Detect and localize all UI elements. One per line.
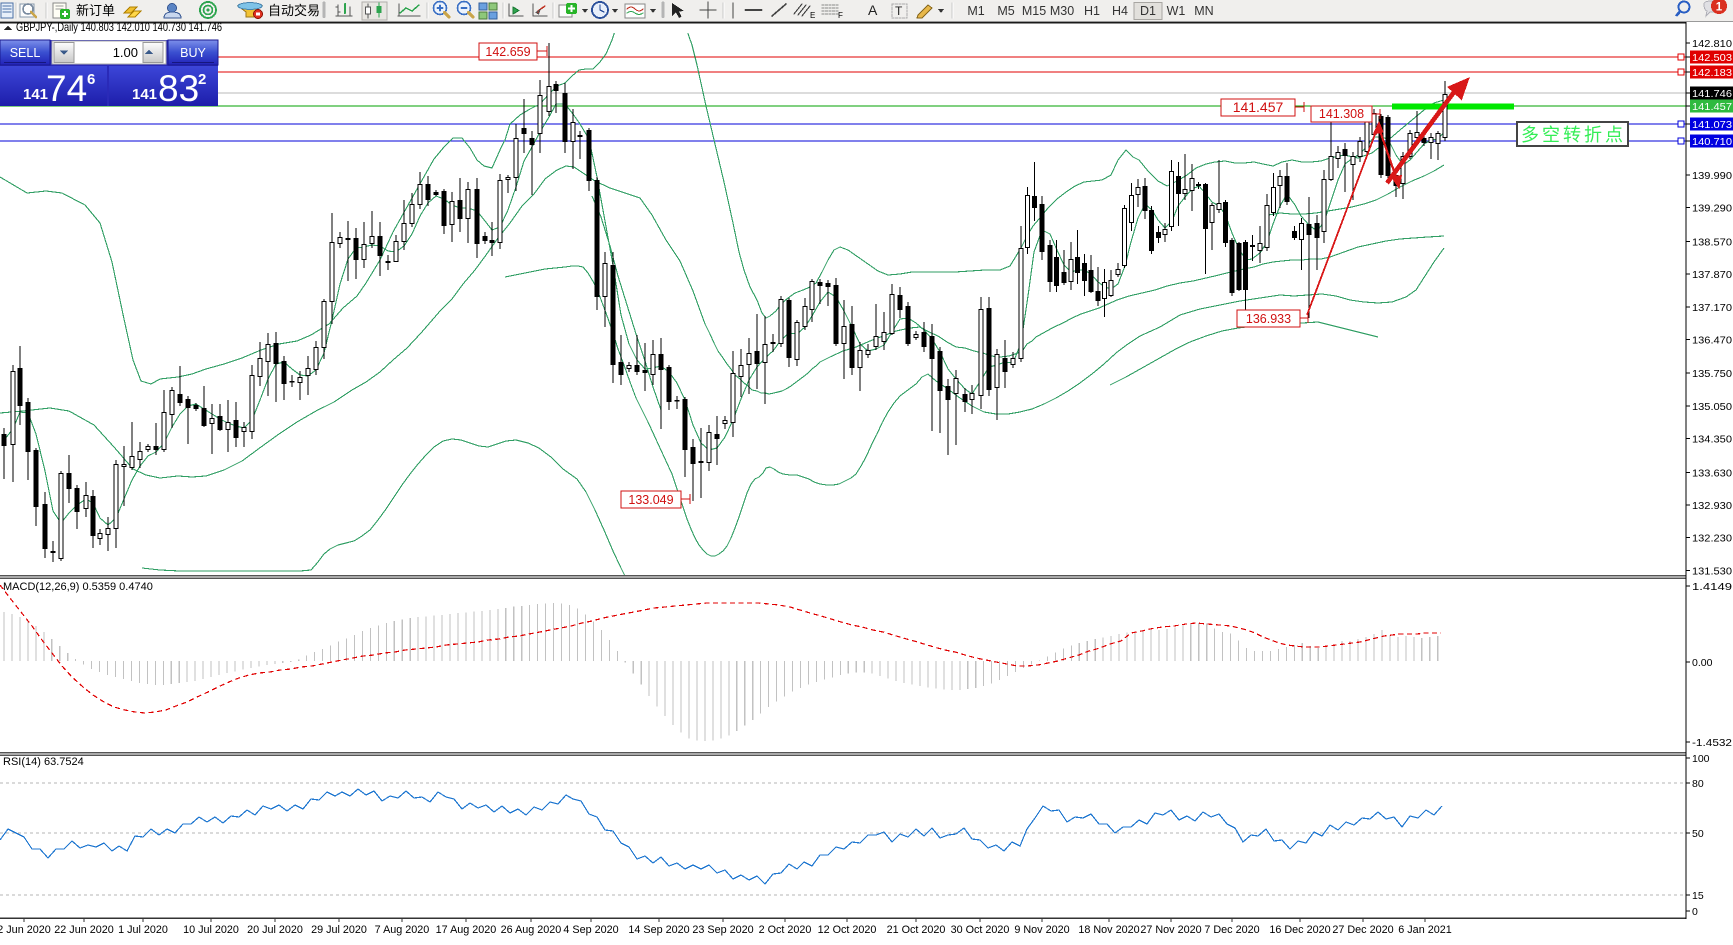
svg-text:0.00: 0.00: [1692, 657, 1713, 669]
svg-text:MACD(12,26,9) 0.5359 0.4740: MACD(12,26,9) 0.5359 0.4740: [3, 581, 153, 593]
svg-text:100: 100: [1692, 753, 1710, 765]
svg-text:142.810: 142.810: [1692, 38, 1732, 50]
svg-text:1: 1: [1716, 2, 1723, 14]
svg-text:29 Jul 2020: 29 Jul 2020: [311, 924, 367, 936]
svg-text:141.746: 141.746: [1692, 88, 1732, 100]
svg-text:14 Sep 2020: 14 Sep 2020: [628, 924, 689, 936]
svg-text:135.750: 135.750: [1692, 368, 1732, 380]
svg-text:141: 141: [132, 86, 157, 103]
svg-text:多空转折点: 多空转折点: [1521, 125, 1623, 145]
svg-text:D1: D1: [1140, 4, 1156, 18]
svg-text:15: 15: [1692, 890, 1704, 902]
svg-text:17 Aug 2020: 17 Aug 2020: [436, 924, 497, 936]
svg-text:2: 2: [198, 71, 206, 88]
svg-text:138.570: 138.570: [1692, 236, 1732, 248]
svg-text:137.870: 137.870: [1692, 269, 1732, 281]
svg-text:21 Oct 2020: 21 Oct 2020: [887, 924, 946, 936]
svg-text:142.503: 142.503: [1692, 52, 1732, 64]
svg-text:A: A: [868, 2, 878, 18]
svg-text:136.470: 136.470: [1692, 334, 1732, 346]
svg-text:9 Nov 2020: 9 Nov 2020: [1014, 924, 1069, 936]
svg-text:139.290: 139.290: [1692, 203, 1732, 215]
svg-text:10 Jul 2020: 10 Jul 2020: [183, 924, 239, 936]
svg-text:12 Oct 2020: 12 Oct 2020: [818, 924, 877, 936]
svg-text:2 Oct 2020: 2 Oct 2020: [759, 924, 812, 936]
svg-text:1.4149: 1.4149: [1692, 581, 1732, 593]
svg-text:136.933: 136.933: [1246, 312, 1291, 326]
svg-text:133.049: 133.049: [628, 493, 673, 507]
svg-text:2 Jun 2020: 2 Jun 2020: [0, 924, 51, 936]
svg-text:141.308: 141.308: [1319, 107, 1364, 121]
svg-text:H4: H4: [1112, 4, 1128, 18]
svg-text:30 Oct 2020: 30 Oct 2020: [951, 924, 1010, 936]
svg-text:W1: W1: [1167, 4, 1186, 18]
svg-text:142.183: 142.183: [1692, 67, 1732, 79]
svg-text:27 Dec 2020: 27 Dec 2020: [1332, 924, 1393, 936]
svg-text:141.457: 141.457: [1692, 101, 1732, 113]
svg-text:74: 74: [46, 68, 87, 109]
svg-text:22 Jun 2020: 22 Jun 2020: [54, 924, 113, 936]
svg-text:134.350: 134.350: [1692, 434, 1732, 446]
svg-text:BUY: BUY: [180, 46, 206, 60]
svg-text:E: E: [810, 11, 815, 20]
svg-text:GBPJPY-,Daily 140.803 142.010: GBPJPY-,Daily 140.803 142.010 140.730 14…: [16, 20, 222, 34]
svg-text:141.073: 141.073: [1692, 119, 1732, 131]
svg-text:141: 141: [23, 86, 48, 103]
svg-text:1.00: 1.00: [113, 45, 138, 60]
svg-text:新订单: 新订单: [76, 3, 115, 18]
svg-text:H1: H1: [1084, 4, 1100, 18]
svg-text:26 Aug 2020: 26 Aug 2020: [501, 924, 562, 936]
svg-text:M30: M30: [1050, 4, 1074, 18]
svg-text:1 Jul 2020: 1 Jul 2020: [118, 924, 168, 936]
svg-text:自动交易: 自动交易: [268, 3, 320, 18]
svg-text:16 Dec 2020: 16 Dec 2020: [1269, 924, 1330, 936]
svg-text:83: 83: [158, 68, 199, 109]
svg-text:6: 6: [87, 71, 95, 88]
svg-text:4 Sep 2020: 4 Sep 2020: [563, 924, 618, 936]
svg-text:133.630: 133.630: [1692, 467, 1732, 479]
svg-text:M1: M1: [967, 4, 984, 18]
svg-text:20 Jul 2020: 20 Jul 2020: [247, 924, 303, 936]
svg-text:27 Nov 2020: 27 Nov 2020: [1140, 924, 1201, 936]
svg-text:139.990: 139.990: [1692, 170, 1732, 182]
svg-text:T: T: [895, 4, 903, 18]
svg-text:SELL: SELL: [10, 46, 41, 60]
svg-text:132.930: 132.930: [1692, 500, 1732, 512]
svg-text:142.659: 142.659: [485, 45, 530, 59]
svg-text:F: F: [838, 11, 843, 20]
svg-text:M15: M15: [1022, 4, 1046, 18]
svg-text:MN: MN: [1194, 4, 1213, 18]
svg-text:140.710: 140.710: [1692, 136, 1732, 148]
svg-text:141.457: 141.457: [1233, 99, 1284, 115]
svg-text:80: 80: [1692, 778, 1704, 790]
svg-text:131.530: 131.530: [1692, 565, 1732, 577]
svg-text:23 Sep 2020: 23 Sep 2020: [692, 924, 753, 936]
svg-text:135.050: 135.050: [1692, 401, 1732, 413]
svg-text:-1.4532: -1.4532: [1692, 737, 1732, 749]
svg-text:137.170: 137.170: [1692, 302, 1732, 314]
svg-text:132.230: 132.230: [1692, 533, 1732, 545]
svg-text:50: 50: [1692, 828, 1704, 840]
svg-text:0: 0: [1692, 906, 1698, 918]
svg-text:7 Dec 2020: 7 Dec 2020: [1204, 924, 1259, 936]
svg-text:18 Nov 2020: 18 Nov 2020: [1078, 924, 1139, 936]
svg-text:6 Jan 2021: 6 Jan 2021: [1398, 924, 1451, 936]
svg-text:RSI(14) 63.7524: RSI(14) 63.7524: [3, 756, 84, 768]
svg-text:7 Aug 2020: 7 Aug 2020: [375, 924, 430, 936]
svg-text:M5: M5: [997, 4, 1014, 18]
